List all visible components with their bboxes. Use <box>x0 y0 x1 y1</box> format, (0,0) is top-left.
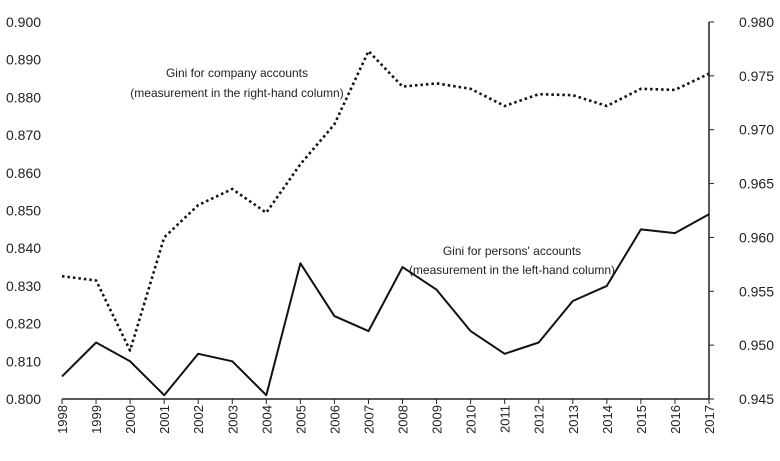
left-axis-ticks: 0.800 0.810 0.820 0.830 0.840 0.850 0.860 0.870… <box>6 14 41 407</box>
right-tick-label: 0.975 <box>739 68 774 84</box>
axes <box>62 22 710 400</box>
left-tick-label: 0.800 <box>6 391 41 407</box>
x-tick-label: 2005 <box>293 405 308 434</box>
x-tick-label: 2003 <box>225 405 240 434</box>
persons-annotation-line-1: Gini for persons' accounts <box>443 244 581 258</box>
x-tick-label: 2016 <box>668 405 683 434</box>
x-tick-label: 2017 <box>702 405 717 434</box>
x-tick-label: 2012 <box>532 405 547 434</box>
x-tick-label: 2000 <box>123 405 138 434</box>
left-tick-label: 0.820 <box>6 316 41 332</box>
persons-annotation: Gini for persons' accounts (measurement … <box>409 244 615 277</box>
company-accounts-series-line <box>61 49 710 352</box>
left-tick-label: 0.860 <box>6 165 41 181</box>
right-tick-label: 0.970 <box>739 122 774 138</box>
left-tick-label: 0.840 <box>6 240 41 256</box>
x-tick-label: 1999 <box>89 405 104 434</box>
company-annotation-line-1: Gini for company accounts <box>166 66 308 80</box>
right-tick-label: 0.955 <box>739 283 774 299</box>
series-layer <box>61 49 710 397</box>
company-annotation-line-2: (measurement in the right-hand column) <box>130 86 343 100</box>
right-tick-label: 0.945 <box>739 391 774 407</box>
left-tick-label: 0.880 <box>6 89 41 105</box>
x-tick-label: 2004 <box>259 405 274 434</box>
x-axis-ticks: 1998 1999 2000 2001 2002 2003 2004 2005 2006 2007… <box>55 399 717 434</box>
right-tick-label: 0.950 <box>739 337 774 353</box>
x-tick-label: 1998 <box>55 405 70 434</box>
company-annotation: Gini for company accounts (measurement i… <box>130 66 343 100</box>
left-tick-label: 0.900 <box>6 14 41 30</box>
x-tick-label: 2010 <box>464 405 479 434</box>
x-tick-label: 2002 <box>191 405 206 434</box>
x-tick-label: 2009 <box>430 405 445 434</box>
left-tick-label: 0.850 <box>6 203 41 219</box>
left-tick-label: 0.870 <box>6 127 41 143</box>
right-tick-label: 0.980 <box>739 14 774 30</box>
left-tick-label: 0.890 <box>6 52 41 68</box>
x-tick-label: 2007 <box>361 405 376 434</box>
right-tick-label: 0.960 <box>739 229 774 245</box>
x-tick-label: 2011 <box>498 405 513 433</box>
left-tick-label: 0.810 <box>6 353 41 369</box>
persons-annotation-line-2: (measurement in the left-hand column) <box>409 263 615 277</box>
x-tick-label: 2008 <box>396 405 411 434</box>
persons-accounts-series-line <box>61 213 710 397</box>
right-axis-ticks: 0.945 0.950 0.955 0.960 0.965 0.970 0.975 0.980 <box>709 14 774 407</box>
x-tick-label: 2015 <box>634 405 649 434</box>
x-tick-label: 2013 <box>566 405 581 434</box>
x-tick-label: 2006 <box>327 405 342 434</box>
x-tick-label: 2001 <box>157 405 172 434</box>
x-tick-label: 2014 <box>600 405 615 434</box>
right-tick-label: 0.965 <box>739 176 774 192</box>
left-tick-label: 0.830 <box>6 278 41 294</box>
